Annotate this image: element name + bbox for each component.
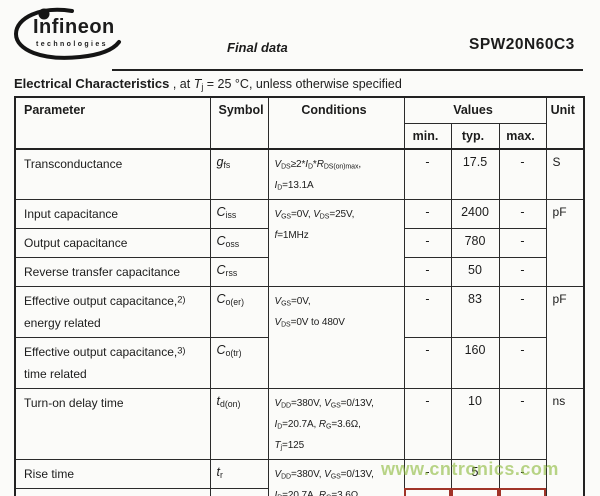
typ-cell: 10 — [450, 387, 500, 460]
conditions-cell-switching-group: VDD=380V, VGS=0/13V,ID=20.7A, RG=3.6Ω — [267, 458, 405, 496]
row-output-capacitance: Output capacitance Coss - 780 - — [14, 227, 584, 258]
part-number: SPW20N60C3 — [469, 36, 575, 53]
typ-cell-highlighted: 67 — [450, 487, 500, 496]
parameter-cell: Output capacitance — [14, 227, 211, 258]
max-cell: - — [498, 458, 547, 489]
row-transconductance: Transconductance gfs VDS≥2*ID*RDS(on)max… — [14, 148, 585, 200]
max-cell: - — [498, 256, 547, 287]
logo-swoosh-icon — [13, 7, 121, 60]
col-header-symbol: Symbol — [209, 96, 269, 150]
watermark: www.cntronics.com — [381, 459, 559, 479]
logo-technologies-text: technologies — [36, 41, 108, 48]
col-header-values: Values — [403, 96, 547, 124]
symbol-cell: td(off) — [209, 487, 269, 496]
row-effective-output-capacitance-energy: Effective output capacitance,2) energy re… — [14, 285, 585, 389]
min-cell: - — [403, 148, 452, 200]
symbol-cell: tr — [209, 458, 269, 489]
conditions-cell-effective-group: VGS=0V, VDS=0V to 480V — [267, 285, 405, 389]
max-cell: - — [498, 148, 547, 200]
min-cell: - — [403, 387, 452, 460]
section-title: Electrical Characteristics , at Tj = 25 … — [14, 76, 402, 91]
col-header-parameter: Parameter — [14, 96, 211, 150]
min-cell: - — [403, 285, 452, 338]
conditions-cell-capacitance-group: VGS=0V, VDS=25V, f=1MHz — [267, 198, 405, 287]
col-header-typ: typ. — [450, 122, 500, 150]
min-cell: - — [403, 198, 452, 229]
symbol-cell: Crss — [209, 256, 269, 287]
row-reverse-transfer-capacitance: Reverse transfer capacitance Crss - 50 - — [14, 256, 584, 287]
col-header-conditions: Conditions — [267, 96, 405, 150]
parameter-cell: Transconductance — [14, 148, 211, 200]
min-cell-highlighted: - — [403, 487, 452, 496]
unit-cell-capacitance-group: pF — [545, 198, 585, 287]
max-cell: - — [498, 227, 547, 258]
row-input-capacitance: Input capacitance Ciss VGS=0V, VDS=25V, f… — [14, 198, 585, 287]
col-header-min: min. — [403, 122, 452, 150]
parameter-cell: Input capacitance — [14, 198, 211, 229]
typ-cell: 160 — [450, 336, 500, 389]
parameter-cell: Reverse transfer capacitance — [14, 256, 211, 287]
typ-cell: 780 — [450, 227, 500, 258]
typ-cell: 83 — [450, 285, 500, 338]
typ-cell: 17.5 — [450, 148, 500, 200]
symbol-cell: gfs — [209, 148, 269, 200]
conditions-cell: VDS≥2*ID*RDS(on)max, ID=13.1A — [267, 148, 405, 200]
parameter-cell: Turn-off delay time — [14, 487, 211, 496]
typ-cell: 2400 — [450, 198, 500, 229]
min-cell: - — [403, 256, 452, 287]
max-cell: - — [498, 336, 547, 389]
conditions-cell: VDD=380V, VGS=0/13V, ID=20.7A, RG=3.6Ω, Tj… — [267, 387, 405, 460]
doc-type-label: Final data — [227, 40, 288, 55]
row-turn-on-delay-time: Turn-on delay time td(on) VDD=380V, VGS=… — [14, 387, 585, 496]
symbol-cell: Co(er) — [209, 285, 269, 338]
col-header-max: max. — [498, 122, 547, 150]
max-cell: - — [498, 387, 547, 460]
parameter-cell: Effective output capacitance,2) energy re… — [14, 285, 211, 338]
min-cell: - — [403, 227, 452, 258]
unit-cell-effective-group: pF — [545, 285, 585, 389]
max-cell: - — [498, 285, 547, 338]
row-rise-time: Rise time tr VDD=380V, VGS=0/13V,ID=20.7… — [14, 458, 584, 496]
electrical-characteristics-table: Parameter Symbol Conditions Values Unit … — [14, 96, 586, 496]
table-header-row: Parameter Symbol Conditions Values Unit — [14, 96, 585, 150]
max-cell-highlighted: 100 — [498, 487, 547, 496]
row-effective-output-capacitance-time: Effective output capacitance,3) time rela… — [14, 336, 584, 389]
symbol-cell: td(on) — [209, 387, 269, 460]
section-title-rest: , at Tj = 25 °C, unless otherwise specif… — [169, 77, 402, 92]
header-divider — [112, 69, 583, 71]
parameter-cell: Turn-on delay time — [14, 387, 211, 460]
symbol-cell: Coss — [209, 227, 269, 258]
symbol-cell: Co(tr) — [209, 336, 269, 389]
section-title-bold: Electrical Characteristics — [14, 76, 170, 91]
min-cell: - — [403, 336, 452, 389]
parameter-cell: Rise time — [14, 458, 211, 489]
typ-cell: 50 — [450, 256, 500, 287]
unit-cell: S — [545, 148, 585, 200]
logo-brand-text: Infineon — [33, 16, 115, 38]
unit-cell-switching-group: ns — [545, 387, 585, 496]
symbol-cell: Ciss — [209, 198, 269, 229]
parameter-cell: Effective output capacitance,3) time rela… — [14, 336, 211, 389]
infineon-logo: Infineon technologies — [10, 5, 122, 65]
table-subheader-row: min. typ. max. — [15, 122, 584, 150]
col-header-unit: Unit — [545, 96, 585, 150]
max-cell: - — [498, 198, 547, 229]
row-turn-off-delay-time: Turn-off delay time td(off) - 67 100 — [14, 487, 584, 496]
